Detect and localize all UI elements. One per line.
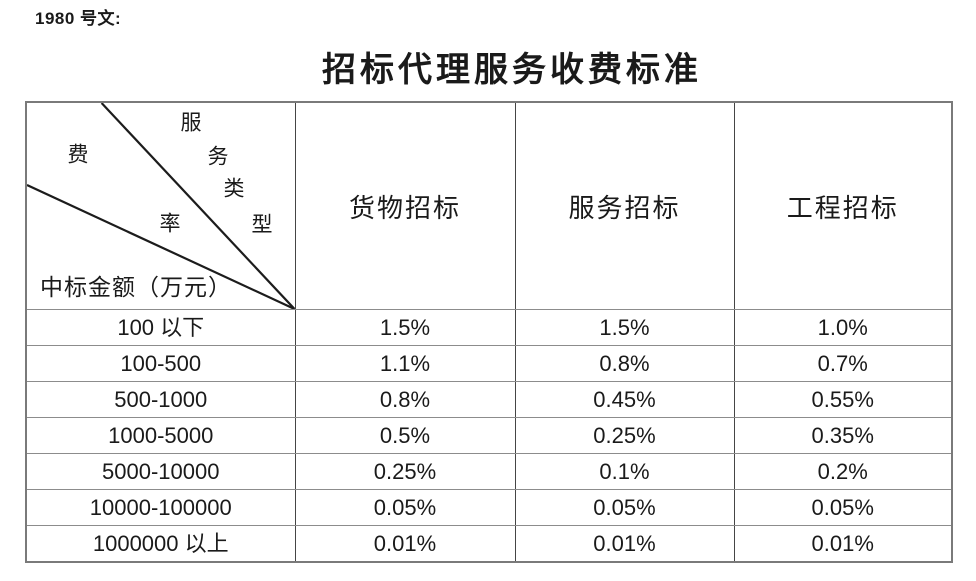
fee-value-cell: 1.5% — [514, 309, 735, 346]
fee-value-cell: 0.1% — [514, 453, 735, 490]
fee-value-cell: 1.5% — [294, 309, 516, 346]
fee-value-cell: 1.1% — [294, 345, 516, 382]
fee-value-cell: 0.55% — [733, 381, 953, 418]
fee-table: 服 务 类 型 费 率 中标金额（万元） 货物招标 服务招标 工程招标 100 … — [25, 101, 953, 563]
table-row: 500-1000 0.8% 0.45% 0.55% — [25, 381, 953, 418]
fee-value-cell: 0.8% — [514, 345, 735, 382]
page-title: 招标代理服务收费标准 — [322, 52, 702, 89]
corner-cell: 服 务 类 型 费 率 中标金额（万元） — [25, 101, 296, 310]
table-row: 100 以下 1.5% 1.5% 1.0% — [25, 309, 953, 346]
fee-value-cell: 0.01% — [294, 525, 516, 563]
row-range-cell: 1000-5000 — [25, 417, 296, 454]
column-header-goods: 货物招标 — [294, 101, 516, 310]
fee-value-cell: 0.45% — [514, 381, 735, 418]
table-row: 1000000 以上 0.01% 0.01% 0.01% — [25, 525, 953, 563]
fee-value-cell: 0.05% — [733, 489, 953, 526]
rate-char-2: 率 — [159, 211, 181, 236]
fee-value-cell: 0.35% — [733, 417, 953, 454]
fee-value-cell: 0.01% — [733, 525, 953, 563]
fee-value-cell: 0.05% — [294, 489, 516, 526]
header-row: 服 务 类 型 费 率 中标金额（万元） 货物招标 服务招标 工程招标 — [25, 101, 953, 310]
fee-value-cell: 0.05% — [514, 489, 735, 526]
service-type-char-1: 服 — [180, 110, 202, 135]
fee-value-cell: 0.25% — [294, 453, 516, 490]
amount-label: 中标金额（万元） — [40, 275, 232, 300]
row-range-cell: 10000-100000 — [25, 489, 296, 526]
service-type-char-4: 型 — [251, 212, 273, 237]
row-range-cell: 100 以下 — [25, 309, 296, 346]
row-range-cell: 5000-10000 — [25, 453, 296, 490]
row-range-cell: 500-1000 — [25, 381, 296, 418]
fee-value-cell: 0.5% — [294, 417, 516, 454]
fee-value-cell: 0.01% — [514, 525, 735, 563]
column-header-services: 服务招标 — [514, 101, 735, 310]
row-range-cell: 100-500 — [25, 345, 296, 382]
table-row: 10000-100000 0.05% 0.05% 0.05% — [25, 489, 953, 526]
rate-char-1: 费 — [67, 142, 89, 167]
fee-value-cell: 0.2% — [733, 453, 953, 490]
column-header-works: 工程招标 — [733, 101, 953, 310]
fee-value-cell: 0.25% — [514, 417, 735, 454]
table-row: 1000-5000 0.5% 0.25% 0.35% — [25, 417, 953, 454]
row-range-cell: 1000000 以上 — [25, 525, 296, 563]
table-row: 5000-10000 0.25% 0.1% 0.2% — [25, 453, 953, 490]
service-type-char-3: 类 — [223, 176, 245, 201]
fee-value-cell: 1.0% — [733, 309, 953, 346]
service-type-char-2: 务 — [207, 144, 229, 169]
table-row: 100-500 1.1% 0.8% 0.7% — [25, 345, 953, 382]
fee-value-cell: 0.8% — [294, 381, 516, 418]
fee-value-cell: 0.7% — [733, 345, 953, 382]
doc-number-label: 1980 号文: — [35, 9, 122, 28]
diagonal-lines — [27, 103, 294, 309]
